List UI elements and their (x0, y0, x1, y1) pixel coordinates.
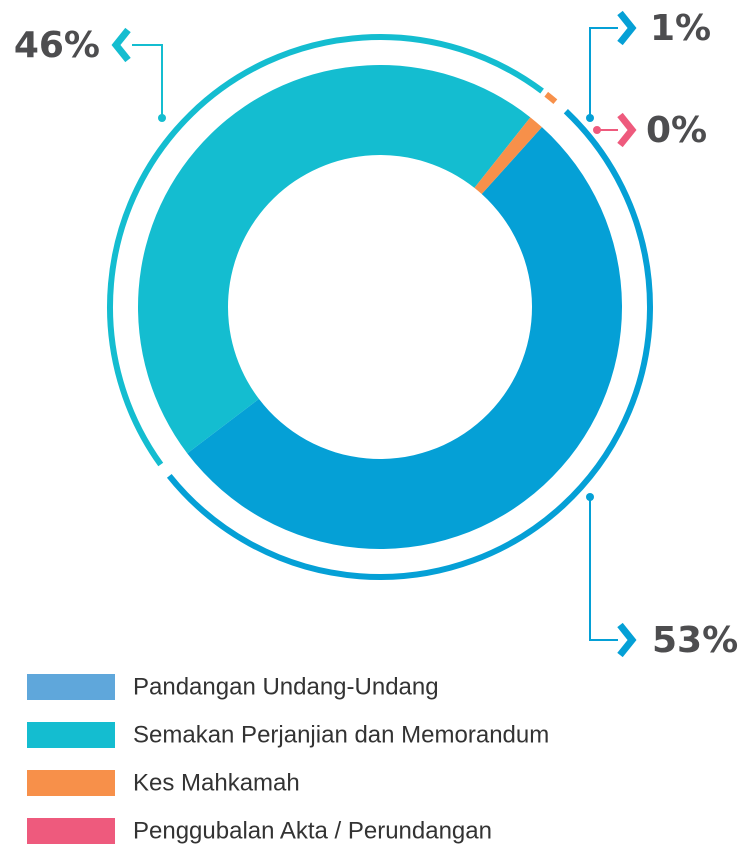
leader-dot (158, 114, 166, 122)
legend-label: Semakan Perjanjian dan Memorandum (133, 721, 549, 748)
slice (474, 117, 542, 195)
legend-swatch (27, 674, 115, 700)
outer-ring (166, 108, 653, 580)
leader-line (589, 27, 618, 118)
legend-label: Pandangan Undang-Undang (133, 673, 439, 700)
value-label: 1% (650, 8, 711, 49)
legend-label: Penggubalan Akta / Perundangan (133, 817, 492, 844)
leader-dot (593, 126, 601, 134)
chevron (617, 10, 637, 46)
leader-line (589, 497, 618, 641)
chevron (617, 112, 637, 148)
chevron (617, 622, 637, 658)
leader-line (132, 44, 163, 118)
value-label: 46% (14, 25, 100, 66)
value-label: 53% (652, 620, 738, 661)
legend-label: Kes Mahkamah (133, 769, 300, 796)
slice (138, 65, 531, 454)
leader-dot (586, 114, 594, 122)
legend-swatch (27, 818, 115, 844)
outer-ring (107, 34, 544, 467)
legend-swatch (27, 770, 115, 796)
legend-swatch (27, 722, 115, 748)
leader-dot (586, 493, 594, 501)
slice (187, 127, 623, 550)
value-label: 0% (646, 110, 707, 151)
chevron (111, 27, 131, 63)
outer-ring (544, 91, 558, 104)
